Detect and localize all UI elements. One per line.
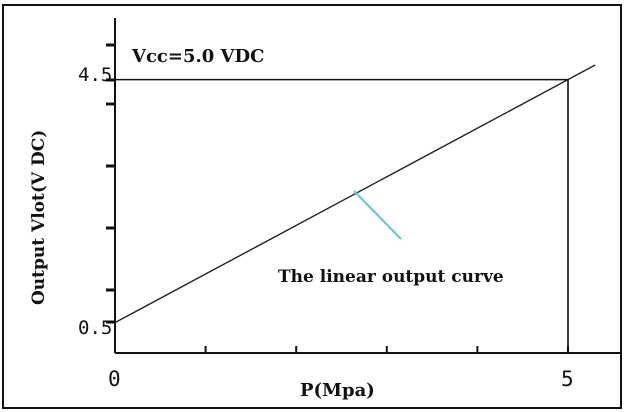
y-minor-ticks <box>106 43 114 324</box>
x-tick-label-5: 5 <box>561 367 574 391</box>
x-minor-ticks <box>114 346 569 353</box>
annotation-pointer <box>353 190 402 240</box>
x-tick-label-0: 0 <box>108 367 121 391</box>
annotation-label: The linear output curve <box>278 267 504 287</box>
x-axis-label: P(Mpa) <box>300 380 375 401</box>
y-tick-label-0-5: 0.5 <box>78 317 112 339</box>
y-tick-label-4-5: 4.5 <box>78 64 112 86</box>
supply-label: Vcc=5.0 VDC <box>131 46 264 67</box>
series-line <box>114 64 596 324</box>
outer-frame <box>2 4 622 409</box>
y-axis-label: Output Vlot(V DC) <box>29 130 49 305</box>
